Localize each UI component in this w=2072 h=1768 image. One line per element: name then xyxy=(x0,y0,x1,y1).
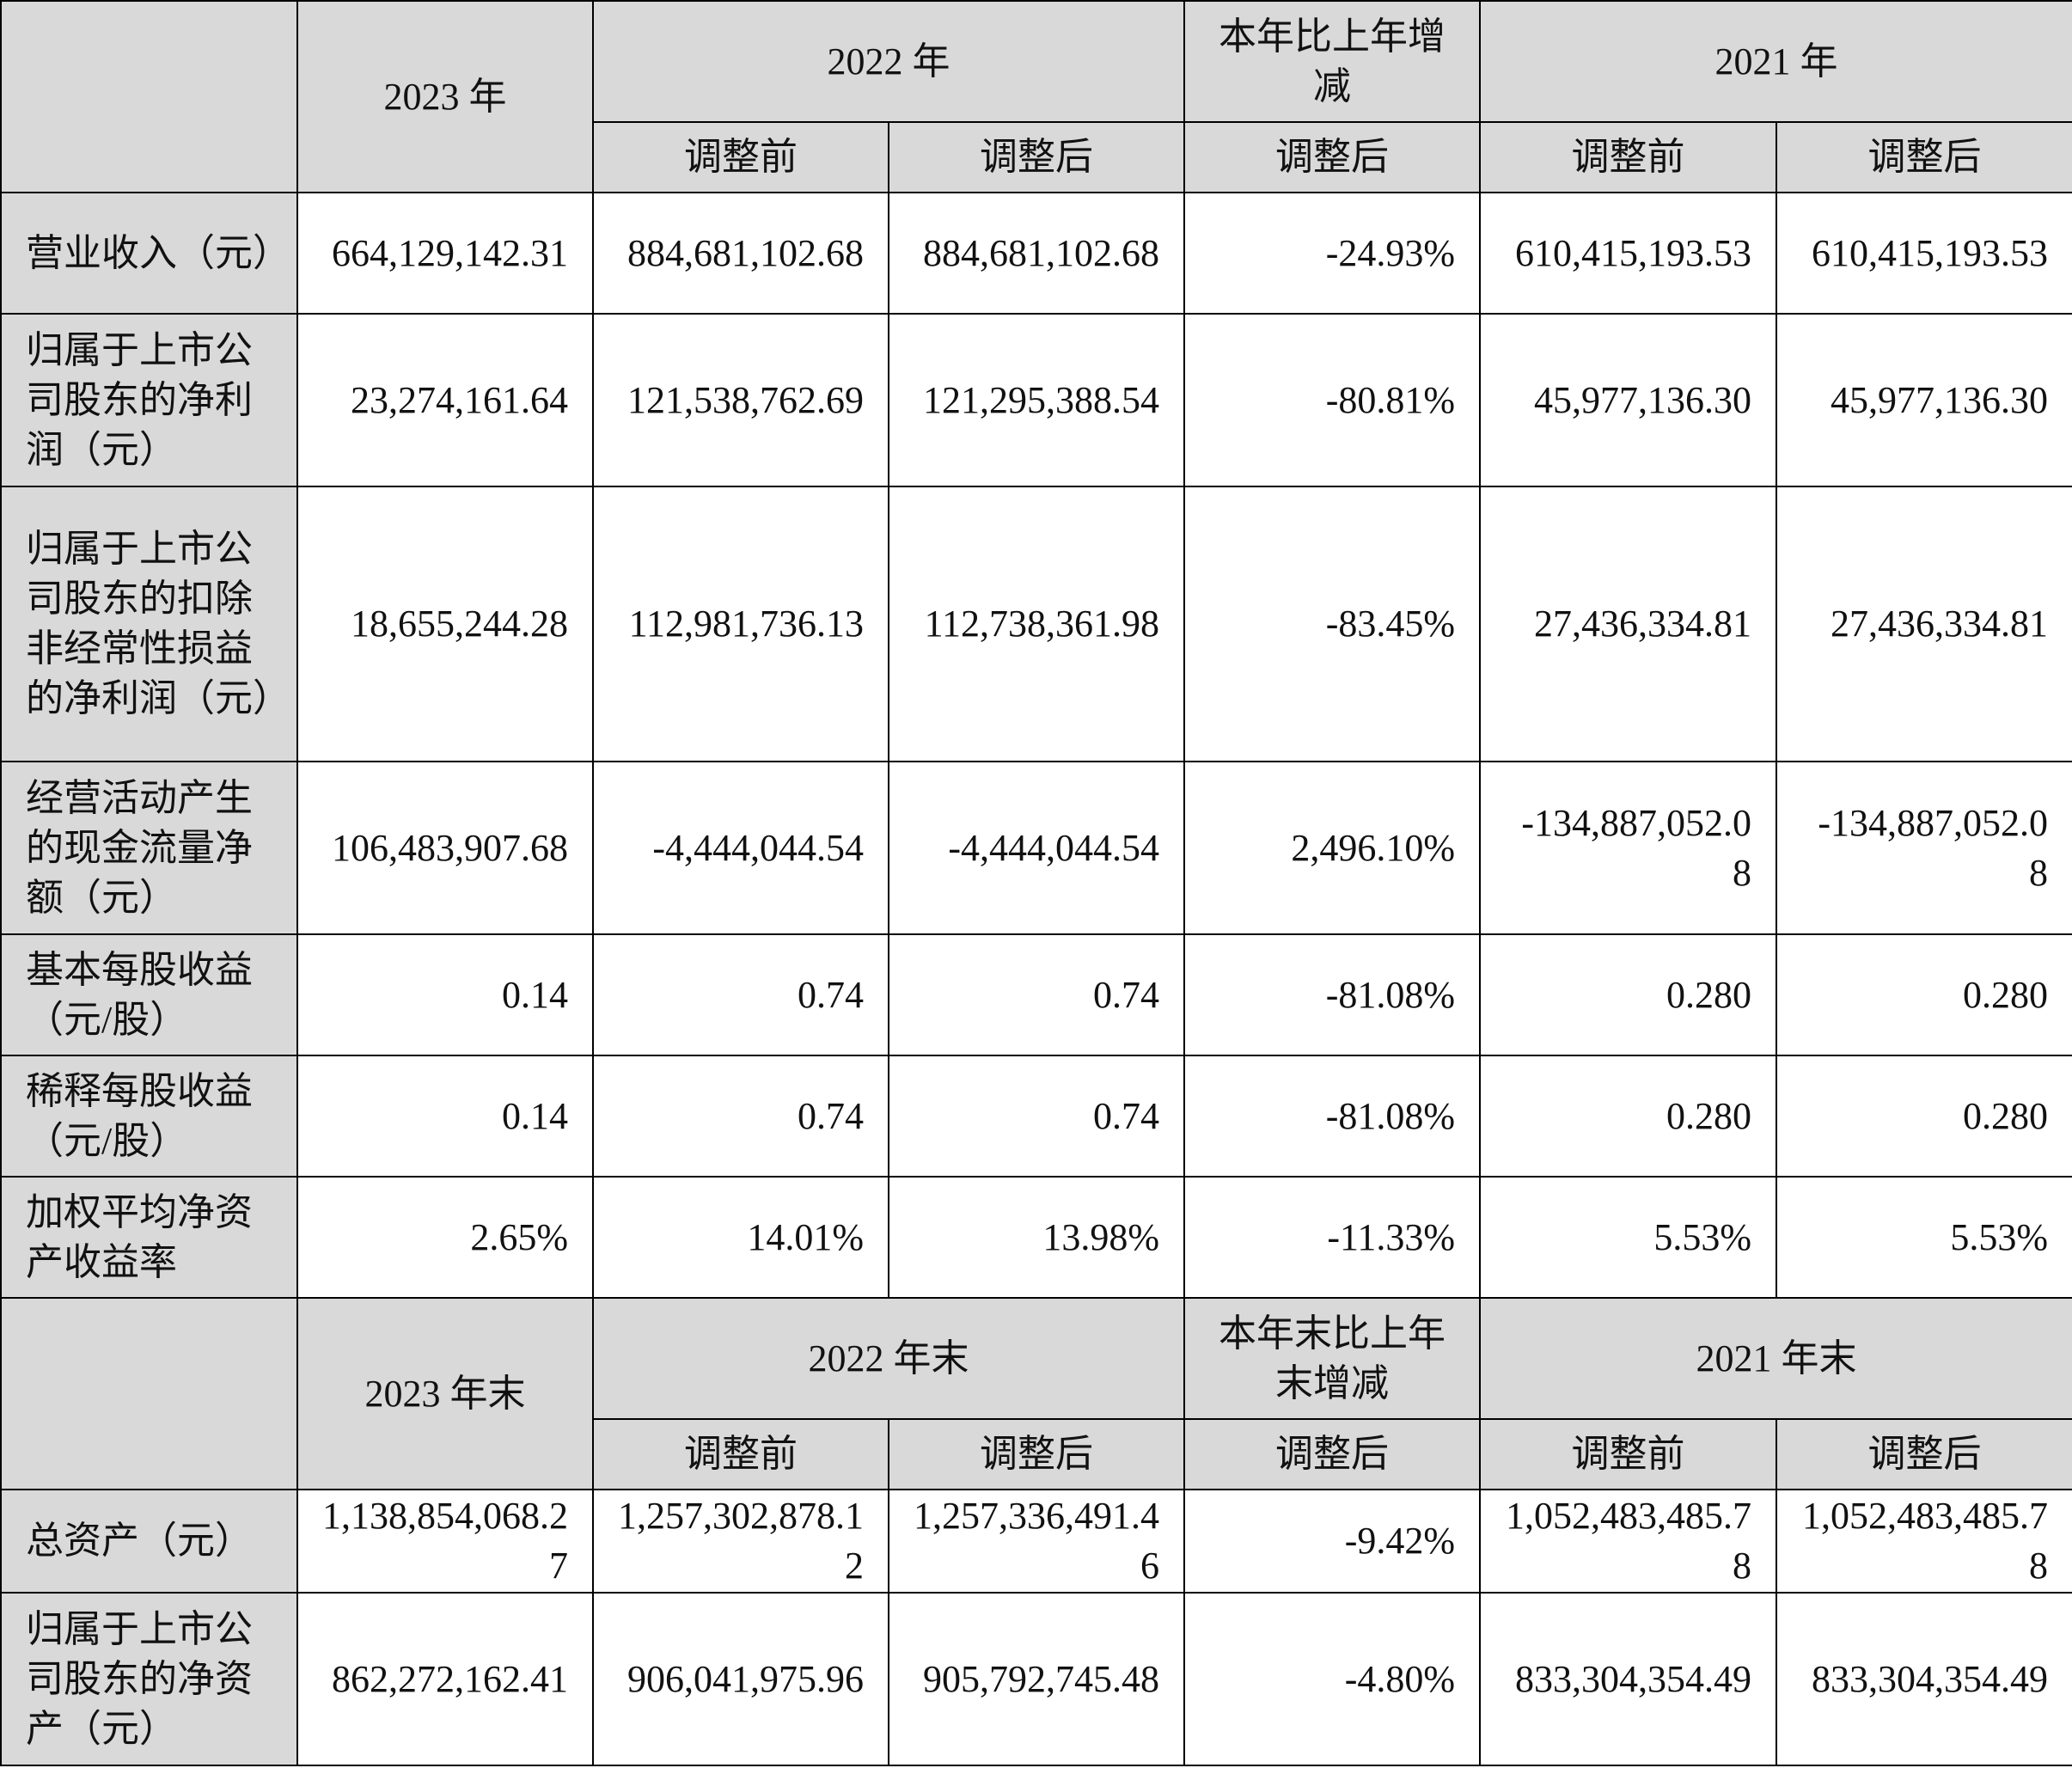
header-yearend-2022: 2022 年末 xyxy=(592,1297,1185,1420)
cell-2021-before: 45,977,136.30 xyxy=(1479,313,1777,487)
annual-header-row-2: 调整前 调整后 调整后 调整前 调整后 xyxy=(1,121,2072,193)
cell-change: -81.08% xyxy=(1183,1055,1481,1178)
cell-2021-before: -134,887,052.08 xyxy=(1479,761,1777,935)
row-label-operating-cash-flow: 经营活动产生的现金流量净额（元） xyxy=(0,761,298,935)
header-2022-after: 调整后 xyxy=(888,1418,1185,1490)
row-label-roe: 加权平均净资产收益率 xyxy=(0,1176,298,1299)
table-row: 归属于上市公司股东的净利润（元） 23,274,161.64 121,538,7… xyxy=(0,313,2072,487)
header-change-after: 调整后 xyxy=(1183,1418,1481,1490)
row-label-diluted-eps: 稀释每股收益（元/股） xyxy=(0,1055,298,1178)
table-row: 营业收入（元） 664,129,142.31 884,681,102.68 88… xyxy=(0,192,2072,315)
header-2022-before: 调整前 xyxy=(592,121,889,193)
cell-2021-before: 610,415,193.53 xyxy=(1479,192,1777,315)
cell-2023: 664,129,142.31 xyxy=(296,192,594,315)
cell-2021-before: 0.280 xyxy=(1479,1055,1777,1178)
cell-2023: 0.14 xyxy=(296,1055,594,1178)
cell-2022-after: 1,257,336,491.46 xyxy=(888,1489,1185,1594)
cell-2022-before: 884,681,102.68 xyxy=(592,192,889,315)
annual-header-row-1: 2023 年 2022 年 本年比上年增减 2021 年 xyxy=(0,0,2072,193)
cell-2022-before: 0.74 xyxy=(592,933,889,1056)
cell-change: -11.33% xyxy=(1183,1176,1481,1299)
cell-change: -81.08% xyxy=(1183,933,1481,1056)
cell-2021-before: 5.53% xyxy=(1479,1176,1777,1299)
cell-2021-after: 0.280 xyxy=(1776,1055,2072,1178)
cell-2022-after: 0.74 xyxy=(888,933,1185,1056)
table-row: 总资产（元） 1,138,854,068.27 1,257,302,878.12… xyxy=(0,1489,2072,1594)
cell-2022-after: 13.98% xyxy=(888,1176,1185,1299)
cell-2023: 106,483,907.68 xyxy=(296,761,594,935)
cell-2021-after: 0.280 xyxy=(1776,933,2072,1056)
cell-2022-before: 1,257,302,878.12 xyxy=(592,1489,889,1594)
row-label-net-profit-deducted: 归属于上市公司股东的扣除非经常性损益的净利润（元） xyxy=(0,486,298,762)
header-year-2023: 2023 年 xyxy=(296,0,594,193)
cell-2021-before: 1,052,483,485.78 xyxy=(1479,1489,1777,1594)
yearend-header-row-1: 2023 年末 2022 年末 本年末比上年末增减 2021 年末 xyxy=(0,1297,2072,1490)
header-2021-after: 调整后 xyxy=(1776,121,2072,193)
cell-change: -24.93% xyxy=(1183,192,1481,315)
cell-2021-after: -134,887,052.08 xyxy=(1776,761,2072,935)
cell-2022-before: -4,444,044.54 xyxy=(592,761,889,935)
cell-2021-after: 610,415,193.53 xyxy=(1776,192,2072,315)
cell-2022-after: 884,681,102.68 xyxy=(888,192,1185,315)
cell-2022-after: 905,792,745.48 xyxy=(888,1592,1185,1766)
header-2021-before: 调整前 xyxy=(1479,1418,1777,1490)
cell-2021-before: 833,304,354.49 xyxy=(1479,1592,1777,1766)
yearend-header-row-2: 调整前 调整后 调整后 调整前 调整后 xyxy=(1,1418,2072,1490)
header-2022-before: 调整前 xyxy=(592,1418,889,1490)
cell-2021-after: 45,977,136.30 xyxy=(1776,313,2072,487)
row-label-total-assets: 总资产（元） xyxy=(0,1489,298,1594)
cell-2022-before: 121,538,762.69 xyxy=(592,313,889,487)
cell-2021-after: 27,436,334.81 xyxy=(1776,486,2072,762)
table-row: 基本每股收益（元/股） 0.14 0.74 0.74 -81.08% 0.280… xyxy=(0,933,2072,1056)
cell-change: -80.81% xyxy=(1183,313,1481,487)
cell-change: -9.42% xyxy=(1183,1489,1481,1594)
cell-2023: 862,272,162.41 xyxy=(296,1592,594,1766)
table-row: 加权平均净资产收益率 2.65% 14.01% 13.98% -11.33% 5… xyxy=(0,1176,2072,1299)
cell-2022-before: 112,981,736.13 xyxy=(592,486,889,762)
cell-2022-after: -4,444,044.54 xyxy=(888,761,1185,935)
table-row: 归属于上市公司股东的净资产（元） 862,272,162.41 906,041,… xyxy=(0,1592,2072,1766)
row-label-net-assets: 归属于上市公司股东的净资产（元） xyxy=(0,1592,298,1766)
cell-2022-before: 906,041,975.96 xyxy=(592,1592,889,1766)
cell-2023: 2.65% xyxy=(296,1176,594,1299)
cell-2022-after: 121,295,388.54 xyxy=(888,313,1185,487)
table-row: 稀释每股收益（元/股） 0.14 0.74 0.74 -81.08% 0.280… xyxy=(0,1055,2072,1178)
header-corner-blank xyxy=(0,1297,298,1490)
header-yearend-2021: 2021 年末 xyxy=(1479,1297,2072,1420)
header-change: 本年比上年增减 xyxy=(1183,0,1481,123)
header-corner-blank xyxy=(0,0,298,193)
row-label-revenue: 营业收入（元） xyxy=(0,192,298,315)
header-yearend-2023: 2023 年末 xyxy=(296,1297,594,1490)
cell-change: 2,496.10% xyxy=(1183,761,1481,935)
header-yearend-change: 本年末比上年末增减 xyxy=(1183,1297,1481,1420)
cell-2021-after: 5.53% xyxy=(1776,1176,2072,1299)
cell-2023: 0.14 xyxy=(296,933,594,1056)
cell-2021-before: 0.280 xyxy=(1479,933,1777,1056)
header-2021-before: 调整前 xyxy=(1479,121,1777,193)
cell-change: -4.80% xyxy=(1183,1592,1481,1766)
header-year-2022: 2022 年 xyxy=(592,0,1185,123)
cell-2021-after: 833,304,354.49 xyxy=(1776,1592,2072,1766)
header-2021-after: 调整后 xyxy=(1776,1418,2072,1490)
table-row: 经营活动产生的现金流量净额（元） 106,483,907.68 -4,444,0… xyxy=(0,761,2072,935)
cell-2023: 18,655,244.28 xyxy=(296,486,594,762)
cell-2022-after: 0.74 xyxy=(888,1055,1185,1178)
cell-2023: 23,274,161.64 xyxy=(296,313,594,487)
row-label-net-profit: 归属于上市公司股东的净利润（元） xyxy=(0,313,298,487)
table-row: 归属于上市公司股东的扣除非经常性损益的净利润（元） 18,655,244.28 … xyxy=(0,486,2072,762)
cell-change: -83.45% xyxy=(1183,486,1481,762)
header-2022-after: 调整后 xyxy=(888,121,1185,193)
header-change-after: 调整后 xyxy=(1183,121,1481,193)
header-year-2021: 2021 年 xyxy=(1479,0,2072,123)
cell-2021-after: 1,052,483,485.78 xyxy=(1776,1489,2072,1594)
row-label-basic-eps: 基本每股收益（元/股） xyxy=(0,933,298,1056)
cell-2022-after: 112,738,361.98 xyxy=(888,486,1185,762)
cell-2021-before: 27,436,334.81 xyxy=(1479,486,1777,762)
cell-2022-before: 14.01% xyxy=(592,1176,889,1299)
cell-2022-before: 0.74 xyxy=(592,1055,889,1178)
cell-2023: 1,138,854,068.27 xyxy=(296,1489,594,1594)
